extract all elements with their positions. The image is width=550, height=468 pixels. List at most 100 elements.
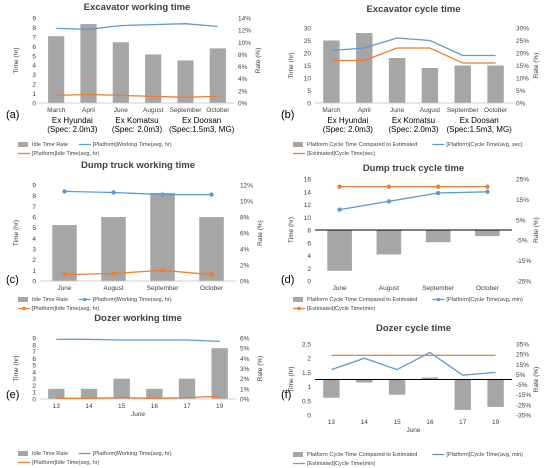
chart-title: Dump truck working time [81,160,195,171]
bar [421,68,439,103]
legend-label: [Estimated]Cycle Time(min) [307,306,376,312]
legend-label: Platform Cycle Time Compared to Estimate… [307,142,417,148]
bar [388,58,406,103]
series-point [485,189,490,194]
series-line-2 [56,395,220,399]
y-tick-label: 3 [32,247,36,254]
y2-axis-label: Rate (%) [533,217,540,243]
bar [199,217,224,281]
y-tick-label: 10 [304,215,312,222]
y2-tick-label: -15% [516,392,531,399]
y-axis-label: Time (hr) [13,355,20,381]
bar [113,378,130,399]
bar [177,60,194,103]
y2-tick-label: 8% [240,215,250,222]
y2-tick-label: -15% [516,258,531,265]
y2-tick-label: 20% [516,51,529,58]
bar [80,388,98,399]
y-tick-label: 6 [32,44,36,51]
y-axis-label: Time (hr) [13,220,20,246]
x-tick-label: June [390,107,404,114]
x-tick-label: September [422,285,455,292]
y-tick-label: 0 [307,413,311,420]
y2-tick-label: 35% [516,342,529,349]
x-tick-label: 15 [118,403,126,410]
x-tick-label: 19 [492,419,500,426]
y-axis-label: Time (hr) [288,366,295,392]
y-tick-label: 3 [32,72,36,79]
y2-tick-label: 5% [516,217,526,224]
legend-swatch-bar [293,297,303,302]
group-label-line: (Spec:1.5m3, MG) [169,125,235,134]
x-tick-label: 15 [393,419,401,426]
panel-letter: (c) [6,274,19,286]
y-tick-label: 0 [32,397,36,404]
chart-panel-1: Excavator working time 0 1 2 3 4 5 6 7 8 9 0% 2% 4% 6%… [6,2,262,157]
y2-tick-label: 25% [516,177,529,184]
x-tick-label: 13 [328,419,336,426]
legend-label: [Platform]Cycle Time(avg, min) [446,297,523,303]
x-tick-label: October [200,285,224,292]
y-tick-label: 8 [307,228,311,235]
bar [425,230,451,243]
y-tick-label: 2 [307,266,311,273]
series-point [111,190,116,195]
y2-tick-label: 6% [238,64,248,71]
x-axis-label: June [131,411,145,418]
y-tick-label: 12 [304,202,312,209]
y-tick-label: 2 [307,356,311,363]
bar [112,42,129,103]
y2-tick-label: 0% [238,101,248,108]
x-tick-label: June [333,285,347,292]
y2-tick-label: 14% [238,16,251,23]
y-tick-label: 6 [307,240,311,247]
legend-swatch-bar [18,142,28,147]
y-tick-label: 4 [32,63,36,70]
legend-swatch-bar [293,452,303,457]
series-point [209,192,214,197]
bar [211,348,228,399]
y-tick-label: 0 [307,279,311,286]
y-tick-label: 4 [32,369,36,376]
y-axis-label: Time (hr) [13,47,20,73]
y2-tick-label: 15% [516,63,529,70]
series-line-1 [56,23,218,30]
series-point [435,190,441,196]
group-label-line: Ex Doosan [182,116,221,125]
y-tick-label: 6 [32,356,36,363]
y2-tick-label: 12% [240,183,253,190]
bar [323,379,340,398]
group-label: Ex Hyundai (Spec: 2.0m3) [47,116,98,134]
y-tick-label: 0 [307,101,311,108]
chart-panel-2: Excavator cycle time 0 5 10 15 20 25 30 0% 5% 10% 1… [281,4,540,157]
bar [487,379,504,407]
x-tick-label: March [47,107,65,114]
bar [475,230,500,237]
series-point [435,184,441,189]
series-line-1 [56,338,220,343]
y-tick-label: 0 [32,101,36,108]
y2-tick-label: 6% [240,336,250,343]
x-axis-label: June [406,427,420,434]
y-axis-label: Time (hr) [288,217,295,243]
legend-swatch-bar [18,297,28,302]
y2-axis-label: Rate (%) [255,48,262,74]
y2-tick-label: -25% [516,279,531,286]
series-line-1 [339,191,488,211]
y2-tick-label: 30% [516,26,529,33]
bar [327,230,352,271]
y2-tick-label: 5% [240,346,250,353]
bar [48,388,65,399]
panel-letter: (a) [6,109,19,121]
panel-letter: (d) [281,274,294,286]
legend-label: Platform Cycle Time Compared to Estimate… [307,452,417,458]
bar [421,377,439,380]
y2-tick-label: 3% [240,366,250,373]
series-point [160,192,165,197]
y2-tick-label: 4% [240,247,250,254]
y-tick-label: 10 [304,76,312,83]
y2-tick-label: 25% [516,38,529,45]
legend-label: [Estimated]Cycle Time(min) [307,461,376,467]
y2-tick-label: 0% [240,279,250,286]
x-tick-label: 17 [183,403,191,410]
